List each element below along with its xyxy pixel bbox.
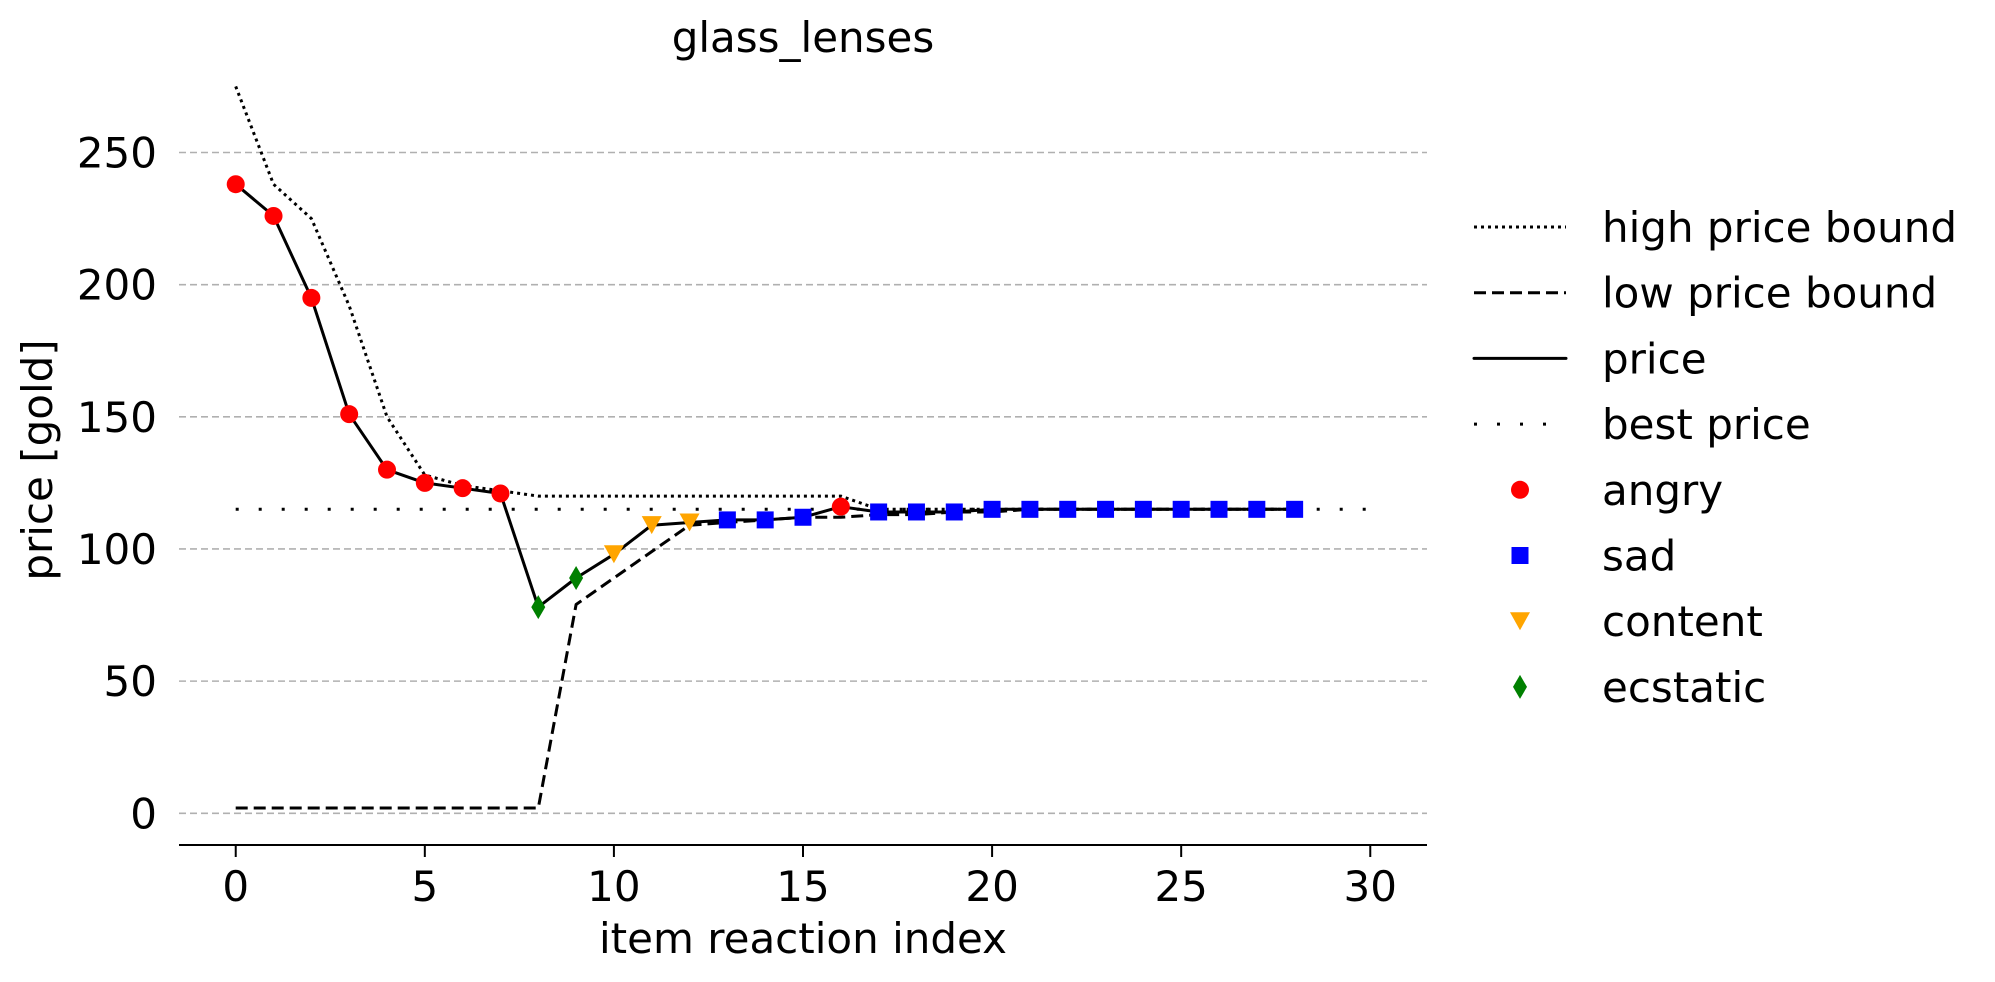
marker-sad-7 <box>1021 500 1039 518</box>
marker-angry-0 <box>226 175 245 194</box>
marker-ecstatic-1 <box>569 566 584 591</box>
x-axis-label: item reaction index <box>599 914 1007 963</box>
marker-angry-3 <box>340 405 359 424</box>
marker-sad-4 <box>907 503 925 521</box>
legend-label: ecstatic <box>1602 663 1766 712</box>
legend-marker-sad <box>1511 547 1529 564</box>
y-tick-label-2: 100 <box>77 525 157 574</box>
series-line-dotted <box>234 85 1295 511</box>
legend-label: content <box>1602 597 1763 646</box>
y-tick-label-1: 50 <box>104 657 157 706</box>
legend-label: angry <box>1602 466 1723 515</box>
legend-label: sad <box>1602 532 1676 581</box>
marker-sad-3 <box>870 503 888 521</box>
marker-sad-8 <box>1059 500 1077 518</box>
legend: high price bound low price bound price best… <box>1472 203 1957 712</box>
markers-layer <box>226 175 1304 620</box>
x-tick-label-5: 25 <box>1154 862 1207 911</box>
axes-layer: 0 50 100 150 200 250 0 5 10 15 20 25 30 <box>77 129 1427 911</box>
marker-angry-4 <box>378 460 396 479</box>
y-axis-label: price [gold] <box>13 339 62 580</box>
marker-sad-12 <box>1210 500 1228 518</box>
y-tick-label-3: 150 <box>77 393 157 442</box>
legend-marker-content <box>1510 612 1530 631</box>
y-tick-label-0: 0 <box>130 789 157 838</box>
marker-angry-8 <box>831 497 850 516</box>
marker-angry-1 <box>264 206 283 225</box>
marker-sad-11 <box>1172 500 1190 518</box>
marker-content-1 <box>641 516 662 535</box>
x-tick-label-0: 0 <box>222 862 249 911</box>
marker-sad-10 <box>1134 500 1152 518</box>
legend-label: low price bound <box>1602 269 1937 318</box>
marker-angry-5 <box>415 473 434 492</box>
marker-content-0 <box>603 545 624 564</box>
marker-sad-5 <box>945 503 963 521</box>
x-tick-label-3: 15 <box>776 862 829 911</box>
marker-angry-6 <box>453 479 472 498</box>
y-tick-label-4: 200 <box>77 261 157 310</box>
legend-marker-angry <box>1511 480 1529 499</box>
marker-sad-2 <box>794 508 812 526</box>
legend-label: high price bound <box>1602 203 1957 252</box>
y-tick-label-5: 250 <box>77 129 157 178</box>
marker-sad-9 <box>1097 500 1115 518</box>
legend-label: price <box>1602 334 1707 383</box>
series-line-solid <box>234 182 1297 609</box>
marker-angry-7 <box>491 484 510 503</box>
marker-sad-6 <box>983 500 1001 518</box>
chart-title: glass_lenses <box>672 13 935 62</box>
legend-label: best price <box>1602 400 1811 449</box>
x-tick-label-6: 30 <box>1344 862 1397 911</box>
marker-sad-13 <box>1248 500 1266 518</box>
marker-sad-1 <box>756 511 774 529</box>
marker-angry-2 <box>302 288 321 307</box>
lines-layer <box>234 85 1371 810</box>
legend-marker-ecstatic <box>1513 674 1527 699</box>
x-tick-label-4: 20 <box>965 862 1018 911</box>
grid-layer <box>179 151 1427 815</box>
x-tick-label-1: 5 <box>411 862 438 911</box>
marker-content-2 <box>679 513 700 532</box>
x-tick-label-2: 10 <box>587 862 640 911</box>
marker-sad-0 <box>718 511 736 529</box>
marker-ecstatic-0 <box>531 595 546 620</box>
marker-sad-14 <box>1286 500 1304 518</box>
series-line-dashed <box>235 507 1295 810</box>
